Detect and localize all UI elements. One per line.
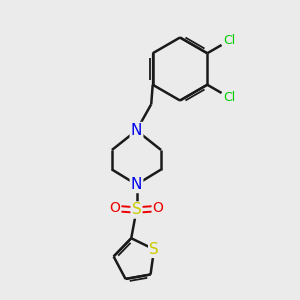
Text: N: N [131, 177, 142, 192]
Text: O: O [110, 202, 120, 215]
Text: Cl: Cl [223, 91, 236, 104]
Text: N: N [131, 123, 142, 138]
Text: S: S [149, 242, 159, 257]
Text: O: O [153, 202, 164, 215]
Text: Cl: Cl [223, 34, 236, 47]
Text: S: S [132, 202, 141, 217]
